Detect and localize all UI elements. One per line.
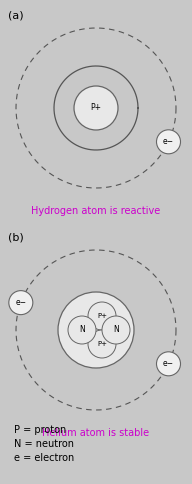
Text: e−: e− — [163, 359, 174, 368]
Circle shape — [88, 330, 116, 358]
Text: e = electron: e = electron — [14, 453, 74, 463]
Text: N = neutron: N = neutron — [14, 439, 74, 449]
Circle shape — [102, 316, 130, 344]
Text: Hydrogen atom is reactive: Hydrogen atom is reactive — [31, 206, 161, 216]
Text: P+: P+ — [97, 341, 107, 347]
Circle shape — [156, 130, 180, 154]
Text: P+: P+ — [97, 313, 107, 319]
Text: (a): (a) — [8, 10, 24, 20]
Text: N: N — [113, 326, 119, 334]
Circle shape — [74, 86, 118, 130]
Text: Helium atom is stable: Helium atom is stable — [42, 428, 150, 438]
Text: P+: P+ — [90, 104, 102, 112]
Text: N: N — [79, 326, 85, 334]
Circle shape — [58, 292, 134, 368]
Circle shape — [9, 290, 33, 315]
Text: e−: e− — [163, 137, 174, 146]
Text: (b): (b) — [8, 232, 24, 242]
Circle shape — [68, 316, 96, 344]
Text: e−: e− — [15, 298, 26, 307]
Circle shape — [156, 352, 180, 376]
Circle shape — [88, 302, 116, 330]
Text: P = proton: P = proton — [14, 425, 66, 435]
